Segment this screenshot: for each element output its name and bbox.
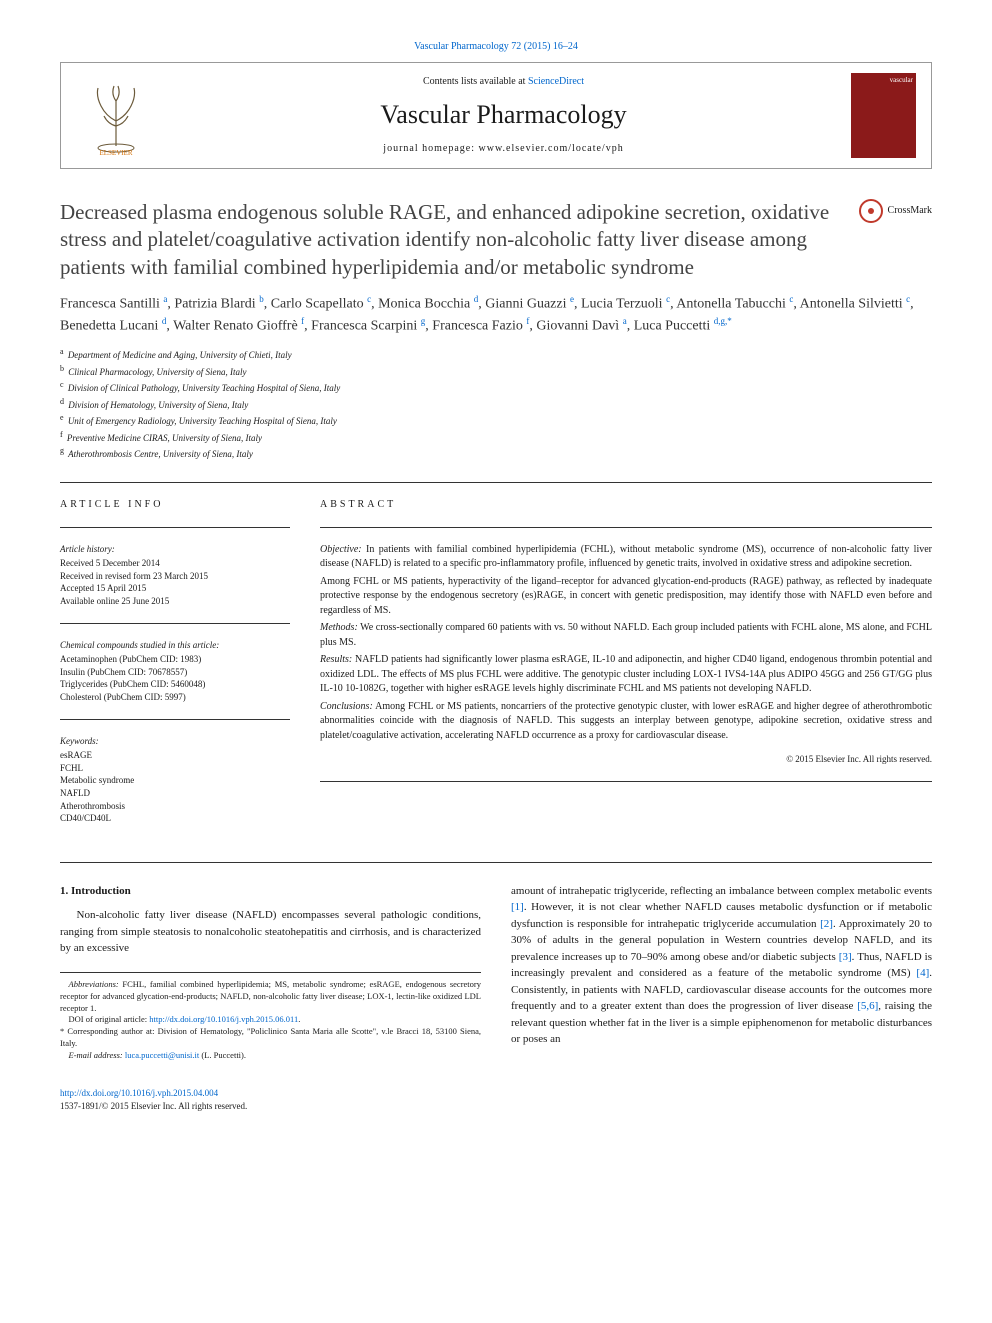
crossmark-badge[interactable]: CrossMark — [859, 199, 932, 223]
divider — [60, 862, 932, 863]
affiliation-line: e Unit of Emergency Radiology, Universit… — [60, 412, 932, 429]
doi-orig-suffix: . — [298, 1014, 300, 1024]
methods-text: We cross-sectionally compared 60 patient… — [320, 622, 932, 648]
keyword: CD40/CD40L — [60, 812, 290, 825]
crossmark-label: CrossMark — [888, 204, 932, 218]
authors-list: Francesca Santilli a, Patrizia Blardi b,… — [60, 293, 932, 336]
objective-p2: Among FCHL or MS patients, hyperactivity… — [320, 575, 932, 619]
issn-copyright: 1537-1891/© 2015 Elsevier Inc. All right… — [60, 1100, 932, 1113]
compound-line: Insulin (PubChem CID: 70678557) — [60, 666, 290, 679]
divider — [320, 527, 932, 528]
affiliation-line: b Clinical Pharmacology, University of S… — [60, 363, 932, 380]
elsevier-logo: ELSEVIER — [76, 76, 156, 156]
contents-line: Contents lists available at ScienceDirec… — [171, 75, 836, 89]
divider — [60, 623, 290, 624]
reference-link[interactable]: [3] — [839, 951, 852, 963]
affiliation-line: c Division of Clinical Pathology, Univer… — [60, 379, 932, 396]
affiliation-line: a Department of Medicine and Aging, Univ… — [60, 346, 932, 363]
abbrev-label: Abbreviations: — [69, 979, 119, 989]
homepage-line: journal homepage: www.elsevier.com/locat… — [171, 142, 836, 156]
conclusions-text: Among FCHL or MS patients, noncarriers o… — [320, 701, 932, 741]
email-label: E-mail address: — [69, 1050, 125, 1060]
intro-heading: 1. Introduction — [60, 883, 481, 900]
affiliation-line: g Atherothrombosis Centre, University of… — [60, 445, 932, 462]
keyword: esRAGE — [60, 749, 290, 762]
corresponding-email-link[interactable]: luca.puccetti@unisi.it — [125, 1050, 199, 1060]
article-info-heading: ARTICLE INFO — [60, 498, 290, 512]
compound-line: Triglycerides (PubChem CID: 5460048) — [60, 678, 290, 691]
history-line: Received 5 December 2014 — [60, 557, 290, 570]
keyword: Atherothrombosis — [60, 800, 290, 813]
abstract-body: Objective: In patients with familial com… — [320, 543, 932, 767]
abbrev-text: FCHL, familial combined hyperlipidemia; … — [60, 979, 481, 1013]
reference-link[interactable]: [1] — [511, 901, 524, 913]
body-column-left: 1. Introduction Non-alcoholic fatty live… — [60, 883, 481, 1062]
journal-cover-thumbnail: vascular — [851, 73, 916, 158]
doi-orig-label: DOI of original article: — [69, 1014, 150, 1024]
compound-line: Cholesterol (PubChem CID: 5997) — [60, 691, 290, 704]
contents-prefix: Contents lists available at — [423, 76, 528, 87]
keyword: Metabolic syndrome — [60, 774, 290, 787]
cover-label: vascular — [890, 76, 913, 86]
reference-link[interactable]: [4] — [916, 967, 929, 979]
body-column-right: amount of intrahepatic triglyceride, ref… — [511, 883, 932, 1062]
body-text: amount of intrahepatic triglyceride, ref… — [511, 885, 932, 897]
objective-label: Objective: — [320, 544, 362, 555]
results-label: Results: — [320, 654, 352, 665]
keywords-block: Keywords: esRAGE FCHL Metabolic syndrome… — [60, 735, 290, 825]
article-doi-link[interactable]: http://dx.doi.org/10.1016/j.vph.2015.04.… — [60, 1088, 218, 1098]
affiliation-line: d Division of Hematology, University of … — [60, 396, 932, 413]
history-line: Available online 25 June 2015 — [60, 595, 290, 608]
compound-line: Acetaminophen (PubChem CID: 1983) — [60, 653, 290, 666]
compounds-label: Chemical compounds studied in this artic… — [60, 639, 290, 652]
journal-header: ELSEVIER Contents lists available at Sci… — [60, 62, 932, 169]
crossmark-icon — [859, 199, 883, 223]
body-columns: 1. Introduction Non-alcoholic fatty live… — [60, 883, 932, 1062]
title-row: Decreased plasma endogenous soluble RAGE… — [60, 199, 932, 281]
svg-text:ELSEVIER: ELSEVIER — [99, 149, 132, 156]
objective-text: In patients with familial combined hyper… — [320, 544, 932, 570]
reference-link[interactable]: [2] — [820, 918, 833, 930]
journal-reference-link[interactable]: Vascular Pharmacology 72 (2015) 16–24 — [414, 41, 578, 52]
affiliations-list: a Department of Medicine and Aging, Univ… — [60, 346, 932, 462]
reference-link[interactable]: [5,6] — [857, 1000, 878, 1012]
divider — [320, 781, 932, 782]
keyword: NAFLD — [60, 787, 290, 800]
keywords-label: Keywords: — [60, 735, 290, 748]
abstract: ABSTRACT Objective: In patients with fam… — [320, 498, 932, 837]
footer: http://dx.doi.org/10.1016/j.vph.2015.04.… — [60, 1087, 932, 1112]
article-info: ARTICLE INFO Article history: Received 5… — [60, 498, 290, 837]
article-title: Decreased plasma endogenous soluble RAGE… — [60, 199, 839, 281]
divider — [60, 482, 932, 483]
journal-reference: Vascular Pharmacology 72 (2015) 16–24 — [60, 40, 932, 54]
conclusions-label: Conclusions: — [320, 701, 373, 712]
compounds-block: Chemical compounds studied in this artic… — [60, 639, 290, 704]
corresp-text: Corresponding author at: Division of Hem… — [60, 1026, 481, 1048]
elsevier-tree-icon: ELSEVIER — [76, 76, 156, 156]
journal-name: Vascular Pharmacology — [171, 97, 836, 133]
footnotes: Abbreviations: FCHL, familial combined h… — [60, 972, 481, 1062]
intro-paragraph: Non-alcoholic fatty liver disease (NAFLD… — [60, 907, 481, 957]
history-line: Received in revised form 23 March 2015 — [60, 570, 290, 583]
sciencedirect-link[interactable]: ScienceDirect — [528, 76, 584, 87]
methods-label: Methods: — [320, 622, 358, 633]
divider — [60, 527, 290, 528]
doi-original-link[interactable]: http://dx.doi.org/10.1016/j.vph.2015.06.… — [149, 1014, 298, 1024]
abstract-heading: ABSTRACT — [320, 498, 932, 512]
homepage-url[interactable]: www.elsevier.com/locate/vph — [479, 143, 624, 154]
divider — [60, 719, 290, 720]
email-suffix: (L. Puccetti). — [199, 1050, 246, 1060]
header-center: Contents lists available at ScienceDirec… — [171, 75, 836, 155]
homepage-prefix: journal homepage: — [383, 143, 478, 154]
abstract-copyright: © 2015 Elsevier Inc. All rights reserved… — [320, 753, 932, 766]
affiliation-line: f Preventive Medicine CIRAS, University … — [60, 429, 932, 446]
keyword: FCHL — [60, 762, 290, 775]
results-text: NAFLD patients had significantly lower p… — [320, 654, 932, 694]
body-paragraph: amount of intrahepatic triglyceride, ref… — [511, 883, 932, 1048]
article-history-block: Article history: Received 5 December 201… — [60, 543, 290, 608]
history-label: Article history: — [60, 543, 290, 556]
history-line: Accepted 15 April 2015 — [60, 582, 290, 595]
info-abstract-row: ARTICLE INFO Article history: Received 5… — [60, 498, 932, 837]
